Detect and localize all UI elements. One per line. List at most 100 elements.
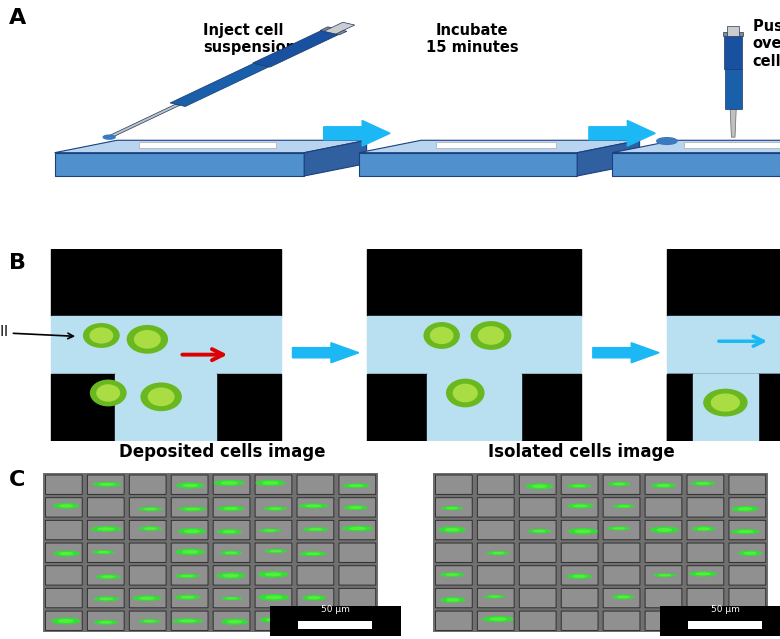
Ellipse shape: [176, 548, 205, 555]
FancyBboxPatch shape: [172, 566, 208, 585]
Text: 50 μm: 50 μm: [711, 605, 739, 614]
Ellipse shape: [223, 574, 239, 578]
Ellipse shape: [176, 482, 204, 489]
Ellipse shape: [90, 327, 113, 344]
Polygon shape: [304, 141, 367, 176]
Polygon shape: [51, 249, 281, 316]
FancyBboxPatch shape: [129, 498, 166, 517]
Ellipse shape: [134, 330, 161, 349]
FancyBboxPatch shape: [297, 498, 334, 517]
FancyBboxPatch shape: [45, 589, 82, 608]
Ellipse shape: [305, 504, 321, 507]
FancyBboxPatch shape: [297, 611, 334, 631]
Ellipse shape: [99, 597, 114, 600]
Ellipse shape: [94, 620, 118, 625]
FancyBboxPatch shape: [87, 520, 124, 540]
Ellipse shape: [731, 529, 760, 534]
Circle shape: [657, 137, 677, 144]
Ellipse shape: [214, 480, 245, 486]
FancyBboxPatch shape: [297, 520, 334, 540]
Circle shape: [103, 135, 115, 139]
FancyBboxPatch shape: [562, 566, 598, 585]
Ellipse shape: [438, 527, 466, 533]
Ellipse shape: [308, 620, 323, 622]
Polygon shape: [115, 374, 216, 441]
FancyBboxPatch shape: [45, 611, 82, 631]
FancyBboxPatch shape: [129, 611, 166, 631]
Ellipse shape: [221, 619, 248, 625]
Ellipse shape: [349, 527, 367, 530]
FancyBboxPatch shape: [519, 543, 556, 562]
FancyBboxPatch shape: [729, 498, 766, 517]
Ellipse shape: [138, 526, 162, 531]
Ellipse shape: [126, 325, 168, 354]
FancyBboxPatch shape: [687, 566, 724, 585]
FancyBboxPatch shape: [603, 520, 640, 540]
Ellipse shape: [612, 527, 626, 530]
FancyBboxPatch shape: [87, 566, 124, 585]
Ellipse shape: [101, 575, 115, 578]
FancyBboxPatch shape: [255, 611, 292, 631]
Ellipse shape: [650, 527, 679, 534]
Polygon shape: [298, 622, 372, 629]
FancyBboxPatch shape: [477, 543, 514, 562]
Ellipse shape: [265, 596, 282, 599]
Ellipse shape: [90, 526, 122, 532]
FancyBboxPatch shape: [87, 589, 124, 608]
Polygon shape: [292, 343, 359, 363]
FancyBboxPatch shape: [339, 589, 376, 608]
Ellipse shape: [58, 504, 73, 507]
Ellipse shape: [59, 552, 73, 555]
Ellipse shape: [185, 508, 200, 511]
Ellipse shape: [98, 551, 110, 553]
Polygon shape: [359, 153, 577, 176]
Ellipse shape: [487, 551, 509, 555]
Polygon shape: [51, 374, 115, 441]
FancyBboxPatch shape: [213, 611, 250, 631]
FancyBboxPatch shape: [562, 498, 598, 517]
Ellipse shape: [482, 616, 514, 622]
Ellipse shape: [608, 482, 630, 486]
Ellipse shape: [225, 597, 238, 599]
Ellipse shape: [696, 482, 710, 485]
FancyBboxPatch shape: [297, 475, 334, 495]
FancyBboxPatch shape: [129, 520, 166, 540]
Ellipse shape: [222, 530, 236, 534]
Ellipse shape: [96, 574, 121, 580]
FancyBboxPatch shape: [603, 566, 640, 585]
FancyBboxPatch shape: [213, 475, 250, 495]
Ellipse shape: [184, 530, 200, 533]
Polygon shape: [577, 141, 640, 176]
Ellipse shape: [446, 598, 460, 601]
Ellipse shape: [440, 573, 465, 577]
Ellipse shape: [99, 621, 112, 624]
Ellipse shape: [92, 550, 115, 555]
Polygon shape: [321, 27, 347, 35]
FancyBboxPatch shape: [297, 589, 334, 608]
Ellipse shape: [342, 483, 370, 488]
Ellipse shape: [53, 551, 80, 557]
Ellipse shape: [264, 549, 287, 553]
FancyBboxPatch shape: [213, 566, 250, 585]
Polygon shape: [253, 31, 339, 67]
Ellipse shape: [178, 507, 207, 512]
Ellipse shape: [98, 527, 115, 530]
Ellipse shape: [446, 378, 484, 408]
Ellipse shape: [737, 507, 753, 511]
Ellipse shape: [180, 596, 195, 599]
Polygon shape: [55, 153, 304, 176]
FancyBboxPatch shape: [477, 475, 514, 495]
Ellipse shape: [221, 481, 238, 485]
Ellipse shape: [651, 483, 676, 488]
Ellipse shape: [731, 506, 759, 512]
Polygon shape: [55, 141, 367, 153]
Polygon shape: [43, 473, 378, 632]
Ellipse shape: [489, 617, 507, 621]
Ellipse shape: [255, 480, 285, 486]
Text: 50 μm: 50 μm: [321, 605, 349, 614]
FancyBboxPatch shape: [729, 475, 766, 495]
Ellipse shape: [697, 527, 711, 530]
FancyBboxPatch shape: [477, 589, 514, 608]
FancyBboxPatch shape: [519, 475, 556, 495]
Ellipse shape: [259, 528, 282, 532]
